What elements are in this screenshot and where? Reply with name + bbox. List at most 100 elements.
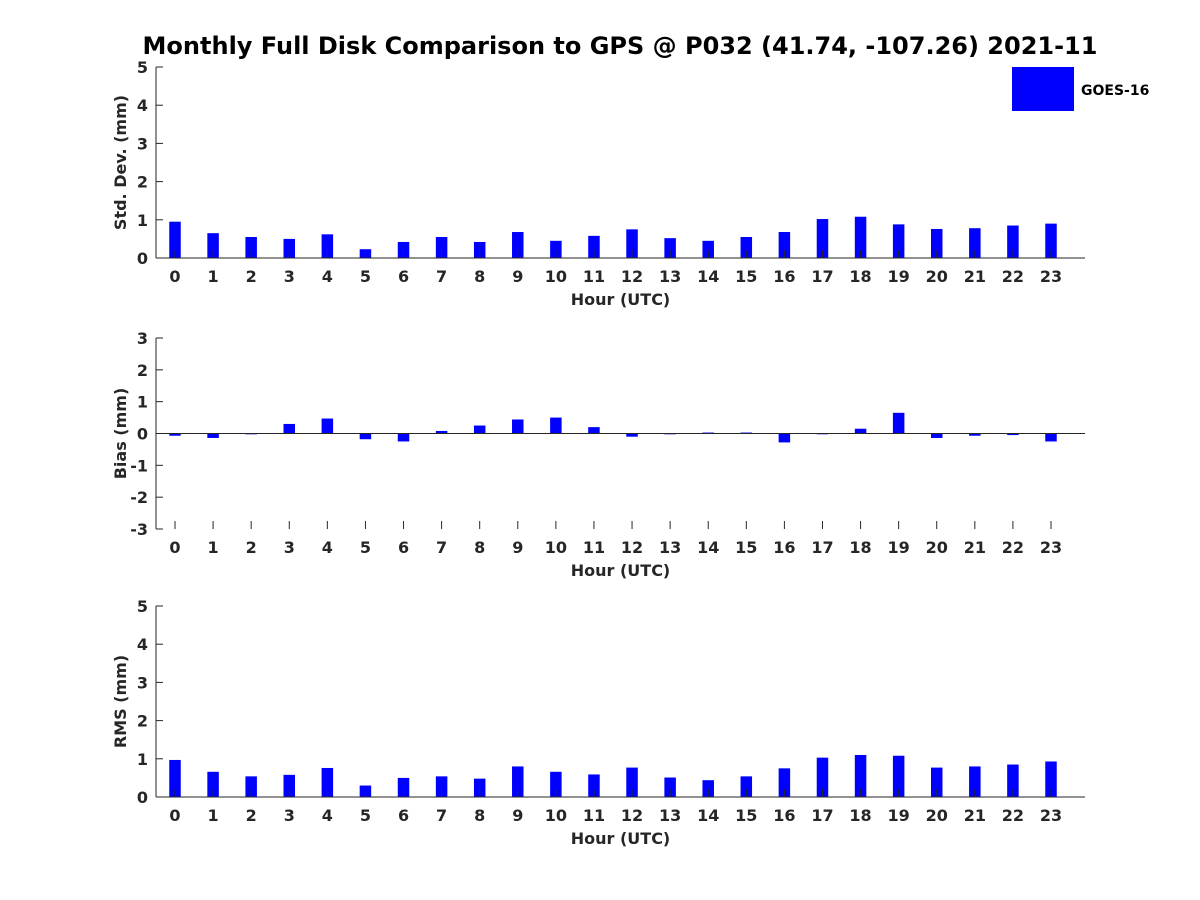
rms-xtick-label-14: 14 — [697, 806, 719, 825]
rms-bar-8 — [473, 778, 486, 797]
stddev-xtick-label-4: 4 — [322, 267, 333, 286]
rms-xtick-label-23: 23 — [1040, 806, 1062, 825]
bias-bar-1 — [207, 433, 219, 438]
stddev-xtick-label-2: 2 — [246, 267, 257, 286]
stddev-xtick-label-12: 12 — [621, 267, 643, 286]
bias-xtick-label-2: 2 — [246, 538, 257, 557]
stddev-bar-0 — [169, 221, 181, 258]
chart-title: Monthly Full Disk Comparison to GPS @ P0… — [143, 32, 1098, 60]
stddev-xtick-label-22: 22 — [1002, 267, 1024, 286]
stddev-xtick-label-19: 19 — [888, 267, 910, 286]
rms-xtick-label-3: 3 — [284, 806, 295, 825]
bias-bar-11 — [588, 427, 600, 434]
stddev-xtick-label-0: 0 — [169, 267, 180, 286]
bias-xtick-label-9: 9 — [512, 538, 523, 557]
rms-bar-12 — [626, 767, 638, 797]
rms-bar-11 — [588, 774, 600, 797]
rms-bar-3 — [283, 774, 296, 797]
stddev-xtick-label-13: 13 — [659, 267, 681, 286]
stddev-ytick-label-4: 4 — [137, 96, 148, 115]
rms-bar-17 — [816, 757, 829, 797]
stddev-bar-14 — [702, 240, 714, 258]
stddev-bar-9 — [512, 232, 524, 258]
rms-bar-19 — [892, 755, 905, 797]
bias-xtick-label-6: 6 — [398, 538, 409, 557]
rms-xtick-label-0: 0 — [169, 806, 180, 825]
rms-bar-6 — [397, 777, 410, 797]
bias-bar-22 — [1007, 433, 1019, 436]
stddev-bar-19 — [892, 224, 905, 258]
stddev-xtick-label-14: 14 — [697, 267, 719, 286]
bias-bar-0 — [169, 433, 181, 436]
stddev-bar-16 — [778, 232, 791, 258]
bias-ytick-label-1: 1 — [137, 393, 148, 412]
stddev-xtick-label-9: 9 — [512, 267, 523, 286]
bias-xtick-label-23: 23 — [1040, 538, 1062, 557]
bias-ytick-label-3: 3 — [137, 329, 148, 348]
rms-xtick-label-13: 13 — [659, 806, 681, 825]
bias-xtick-label-10: 10 — [545, 538, 567, 557]
bias-ylabel: Bias (mm) — [111, 388, 130, 480]
stddev-ytick-label-3: 3 — [137, 134, 148, 153]
stddev-bar-2 — [245, 236, 257, 258]
bias-xtick-label-16: 16 — [773, 538, 795, 557]
stddev-bar-21 — [969, 228, 981, 258]
bias-xtick-label-4: 4 — [322, 538, 333, 557]
bias-bar-6 — [397, 433, 410, 442]
bias-xtick-label-11: 11 — [583, 538, 605, 557]
stddev-bar-13 — [664, 238, 676, 258]
chart-legend: GOES-16 — [1012, 67, 1149, 111]
stddev-xtick-label-21: 21 — [964, 267, 986, 286]
stddev-xtick-label-1: 1 — [208, 267, 219, 286]
rms-ytick-label-4: 4 — [137, 635, 148, 654]
rms-xtick-label-10: 10 — [545, 806, 567, 825]
rms-bar-16 — [778, 768, 791, 797]
bias-bar-16 — [778, 433, 791, 443]
rms-xtick-label-21: 21 — [964, 806, 986, 825]
rms-ytick-label-3: 3 — [137, 673, 148, 692]
stddev-ylabel: Std. Dev. (mm) — [111, 95, 130, 230]
legend-label-goes-16: GOES-16 — [1081, 83, 1149, 99]
bias-bar-8 — [473, 425, 486, 434]
bias-xtick-label-14: 14 — [697, 538, 719, 557]
rms-ytick-label-1: 1 — [137, 750, 148, 769]
stddev-xtick-label-23: 23 — [1040, 267, 1062, 286]
stddev-ytick-label-1: 1 — [137, 211, 148, 230]
stddev-bar-23 — [1045, 223, 1057, 258]
stddev-bar-22 — [1007, 225, 1019, 258]
rms-xtick-label-9: 9 — [512, 806, 523, 825]
bias-bar-5 — [359, 433, 372, 440]
bias-ytick-label-2: 2 — [137, 361, 148, 380]
stddev-xtick-label-17: 17 — [811, 267, 833, 286]
bias-bar-21 — [969, 433, 981, 436]
bias-ytick-label--2: -2 — [130, 488, 148, 507]
bias-bar-20 — [930, 433, 943, 438]
bias-xtick-label-15: 15 — [735, 538, 757, 557]
bias-ytick-label--3: -3 — [130, 520, 148, 539]
rms-bar-7 — [435, 776, 448, 797]
bias-xtick-label-0: 0 — [169, 538, 180, 557]
rms-xtick-label-6: 6 — [398, 806, 409, 825]
stddev-ytick-label-2: 2 — [137, 173, 148, 192]
rms-xtick-label-17: 17 — [811, 806, 833, 825]
rms-bar-23 — [1045, 761, 1057, 797]
rms-xlabel: Hour (UTC) — [571, 829, 671, 848]
stddev-xtick-label-6: 6 — [398, 267, 409, 286]
stddev-xtick-label-8: 8 — [474, 267, 485, 286]
stddev-xtick-label-15: 15 — [735, 267, 757, 286]
bias-bar-10 — [550, 417, 562, 434]
bias-bar-7 — [435, 430, 448, 434]
bias-xtick-label-8: 8 — [474, 538, 485, 557]
bias-xtick-label-20: 20 — [926, 538, 948, 557]
rms-bar-0 — [169, 759, 181, 797]
stddev-bar-1 — [207, 233, 219, 258]
stddev-xtick-label-16: 16 — [773, 267, 795, 286]
bias-bar-3 — [283, 423, 296, 434]
rms-xtick-label-12: 12 — [621, 806, 643, 825]
bias-bar-19 — [892, 412, 905, 434]
stddev-bar-15 — [740, 236, 753, 258]
rms-bar-14 — [702, 780, 714, 797]
rms-xtick-label-11: 11 — [583, 806, 605, 825]
